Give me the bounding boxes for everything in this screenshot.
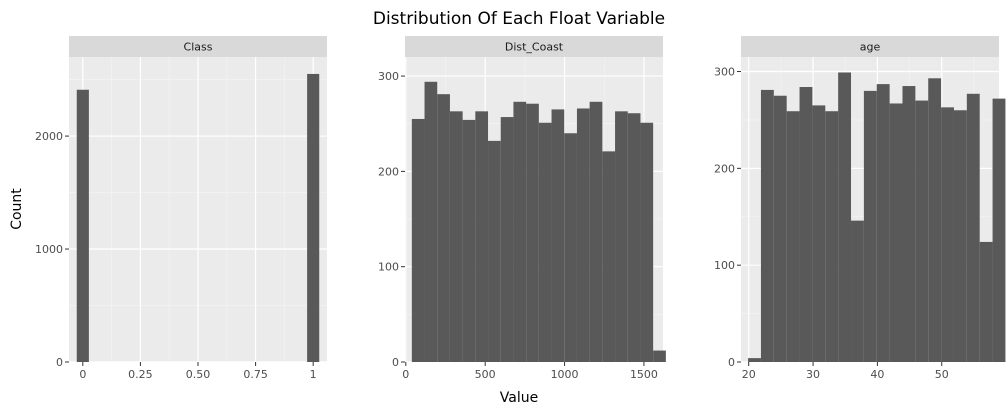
histogram-bar (889, 103, 903, 362)
y-tick-label: 1000 (35, 243, 63, 256)
histogram-bar (475, 111, 489, 362)
histogram-bar (602, 151, 616, 362)
histogram-bar (812, 105, 826, 363)
histogram-bar (424, 81, 438, 362)
histogram-bar (640, 122, 654, 362)
histogram-bar (760, 89, 774, 363)
histogram-bar (992, 98, 1006, 362)
histogram-bar (615, 111, 628, 362)
histogram-bar (915, 100, 929, 363)
histogram-bar (953, 110, 967, 362)
y-tick-label: 0 (392, 356, 399, 369)
x-tick-label: 0.50 (186, 368, 211, 381)
histogram-bar (576, 108, 590, 362)
histogram-bar (307, 73, 320, 362)
histogram-bar (589, 101, 603, 362)
facet-strip (741, 36, 999, 57)
x-tick-label: 1500 (630, 368, 658, 381)
histogram-bar (979, 241, 993, 362)
histogram-bar (773, 95, 787, 362)
histogram-bar (551, 109, 565, 362)
facet-dist-coast: Dist_Coast 0 500 1000 1500 0 100 200 300 (378, 36, 666, 381)
histogram-bar (437, 94, 450, 362)
histogram-bar (627, 113, 641, 362)
y-tick-label: 2000 (35, 130, 63, 143)
histogram-bar (876, 84, 890, 362)
facet-age: age 20 30 40 50 0 100 200 300 (714, 36, 1006, 381)
x-tick-label: 1 (310, 368, 317, 381)
histogram-bar (851, 220, 864, 362)
histogram-bar (488, 140, 501, 362)
histogram-bar (941, 107, 954, 362)
histogram-bar (799, 87, 813, 363)
x-tick-label: 40 (870, 368, 884, 381)
x-tick-label: 1000 (551, 368, 579, 381)
histogram-bar (564, 133, 577, 362)
facet-strip-label: age (860, 41, 881, 54)
y-tick-label: 200 (714, 162, 735, 175)
histogram-bar (748, 358, 761, 362)
y-tick-label: 0 (56, 356, 63, 369)
x-tick-label: 0 (79, 368, 86, 381)
facet-strip-label: Dist_Coast (505, 41, 564, 54)
x-tick-label: 50 (935, 368, 949, 381)
x-tick-label: 0 (402, 368, 409, 381)
y-tick-label: 300 (378, 70, 399, 83)
x-tick-label: 0.75 (243, 368, 268, 381)
histogram-bar (653, 350, 666, 362)
histogram-bar (966, 93, 980, 363)
x-tick-label: 500 (475, 368, 496, 381)
facet-strip (405, 36, 663, 57)
histogram-bar (825, 111, 839, 362)
histogram-bar (526, 103, 539, 362)
histogram-bar (462, 119, 476, 362)
y-tick-label: 0 (728, 356, 735, 369)
y-tick-label: 200 (378, 165, 399, 178)
histogram-bar (902, 86, 916, 363)
histogram-bar (411, 118, 425, 362)
x-tick-label: 20 (742, 368, 756, 381)
facet-strip (69, 36, 327, 57)
histogram-bar (928, 78, 942, 363)
histogram-bar (513, 101, 527, 362)
histogram-bar (786, 111, 800, 362)
y-tick-label: 100 (714, 259, 735, 272)
histogram-bar (863, 90, 877, 362)
chart-title: Distribution Of Each Float Variable (373, 9, 665, 29)
y-axis-title: Count (9, 188, 25, 230)
facet-class: Class 0 0.25 0.50 0.75 1 0 1000 2000 (35, 36, 327, 381)
histogram-bar (76, 89, 89, 362)
histogram-bar (500, 117, 514, 362)
x-tick-label: 0.25 (128, 368, 153, 381)
x-axis-title: Value (500, 390, 538, 406)
histogram-bar (838, 72, 852, 362)
y-tick-label: 100 (378, 261, 399, 274)
x-tick-label: 30 (806, 368, 820, 381)
histogram-bar (538, 122, 552, 362)
histogram-bar (449, 111, 463, 362)
y-tick-label: 300 (714, 66, 735, 79)
facet-strip-label: Class (184, 41, 213, 54)
